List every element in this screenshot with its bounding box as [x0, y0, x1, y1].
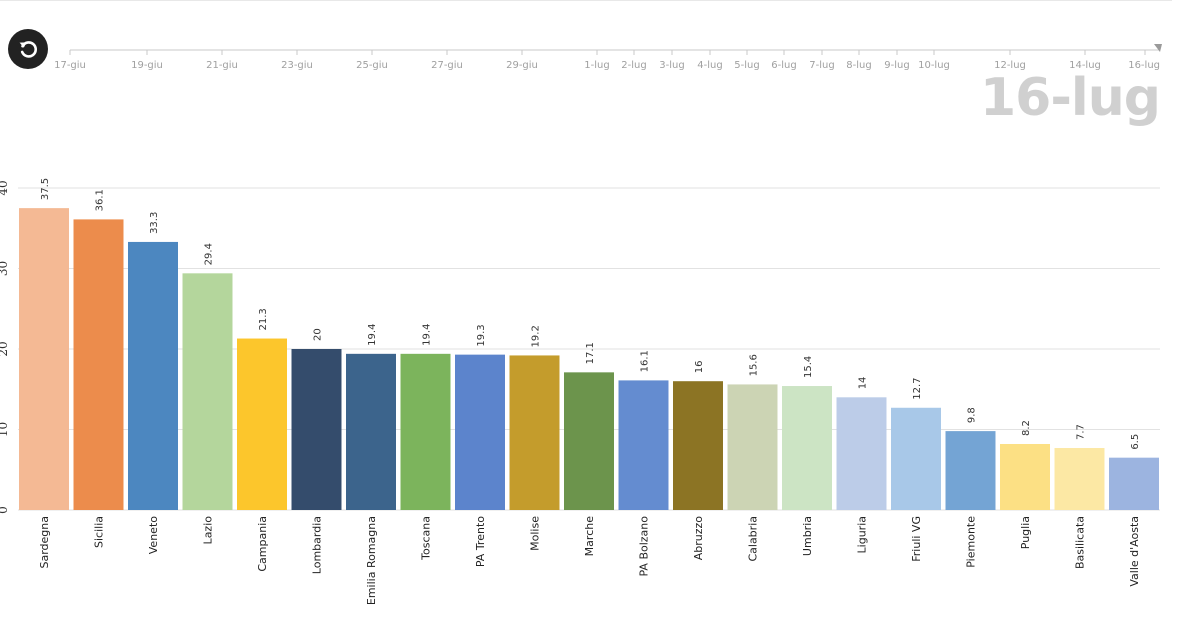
bar-value-label: 33.3 — [149, 212, 160, 234]
bar[interactable] — [509, 355, 560, 510]
bar[interactable] — [782, 386, 832, 510]
y-tick-label: 10 — [0, 422, 10, 437]
bar-value-label: 9.8 — [967, 407, 978, 423]
bar[interactable] — [346, 353, 396, 510]
bar-value-label: 17.1 — [585, 342, 596, 364]
timeline-tick-label[interactable]: 29-giu — [506, 60, 538, 71]
bar[interactable] — [945, 431, 996, 510]
bar[interactable] — [727, 384, 778, 510]
category-label: Liguria — [856, 516, 869, 553]
category-label: PA Trento — [474, 516, 487, 567]
bar-value-label: 15.6 — [749, 354, 760, 376]
y-tick-label: 40 — [0, 180, 10, 195]
category-label: Sicilia — [93, 516, 106, 548]
bar-value-label: 19.2 — [531, 325, 542, 347]
timeline-axis[interactable]: 17-giu 19-giu 21-giu 23-giu 25-giu 27-giu 29-g… — [0, 0, 1200, 80]
category-label: Toscana — [420, 516, 433, 561]
bar[interactable] — [237, 338, 287, 510]
category-label: Calabria — [747, 516, 760, 562]
bar-value-label: 29.4 — [204, 243, 215, 265]
timeline-tick-label[interactable]: 21-giu — [206, 60, 238, 71]
bar[interactable] — [618, 380, 669, 510]
bar-value-label: 7.7 — [1076, 424, 1087, 440]
y-tick-label: 20 — [0, 341, 10, 356]
bar[interactable] — [19, 208, 69, 510]
timeline-tick-label[interactable]: 1-lug — [584, 60, 609, 71]
bar[interactable] — [455, 354, 505, 510]
bar-value-label: 37.5 — [40, 178, 51, 200]
timeline-tick-label[interactable]: 10-lug — [918, 60, 950, 71]
category-label: Abruzzo — [692, 516, 705, 561]
bar[interactable] — [73, 219, 124, 510]
timeline-tick-label[interactable]: 25-giu — [356, 60, 388, 71]
bar[interactable] — [182, 273, 233, 510]
bar[interactable] — [891, 407, 941, 510]
timeline-tick-label[interactable]: 3-lug — [659, 60, 684, 71]
timeline-tick-label[interactable]: 5-lug — [734, 60, 759, 71]
bar[interactable] — [400, 353, 451, 510]
category-label: Puglia — [1019, 516, 1032, 549]
timeline-tick-label[interactable]: 4-lug — [697, 60, 722, 71]
y-tick-label: 0 — [0, 506, 10, 514]
bar[interactable] — [836, 397, 887, 510]
timeline-tick-label[interactable]: 8-lug — [846, 60, 871, 71]
category-label: Basilicata — [1074, 516, 1087, 569]
category-label: Veneto — [147, 516, 160, 554]
bar-value-label: 6.5 — [1130, 434, 1141, 450]
current-date-label: 16-lug — [979, 68, 1161, 128]
top-border — [0, 0, 1172, 1]
timeline-tick-label[interactable]: 19-giu — [131, 60, 163, 71]
bar-value-label: 19.4 — [422, 324, 433, 346]
timeline-tick-label[interactable]: 12-lug — [994, 60, 1026, 71]
category-label: Sardegna — [38, 516, 51, 569]
timeline-tick-label[interactable]: 16-lug — [1128, 60, 1160, 71]
bar[interactable] — [673, 381, 723, 510]
timeline-tick-label[interactable]: 14-lug — [1069, 60, 1101, 71]
category-label: Valle d'Aosta — [1128, 516, 1141, 587]
bar-value-label: 15.4 — [803, 356, 814, 378]
timeline-tick-label[interactable]: 23-giu — [281, 60, 313, 71]
timeline-tick-label[interactable]: 9-lug — [884, 60, 909, 71]
bar[interactable] — [291, 349, 342, 510]
replay-button[interactable] — [8, 29, 48, 69]
category-label: Campania — [256, 516, 269, 572]
bar[interactable] — [1109, 457, 1159, 510]
bar-value-label: 36.1 — [95, 189, 106, 211]
category-label: Piemonte — [965, 516, 978, 568]
bar-value-label: 19.4 — [367, 324, 378, 346]
category-label: Emilia Romagna — [365, 516, 378, 605]
bar-value-label: 14 — [858, 377, 869, 390]
bar-value-label: 16.1 — [640, 350, 651, 372]
bar-value-label: 8.2 — [1021, 420, 1032, 436]
category-label: Lombardia — [311, 516, 324, 574]
category-label: Umbria — [801, 516, 814, 556]
timeline-tick-label[interactable]: 27-giu — [431, 60, 463, 71]
bar-value-label: 12.7 — [912, 377, 923, 399]
timeline-handle[interactable] — [1154, 44, 1162, 52]
category-label: Friuli VG — [910, 516, 923, 562]
bar-value-label: 16 — [694, 360, 705, 373]
replay-icon — [19, 41, 37, 58]
bar[interactable] — [128, 241, 178, 510]
timeline-tick-label[interactable]: 7-lug — [809, 60, 834, 71]
bar-value-label: 21.3 — [258, 308, 269, 330]
bar-value-label: 20 — [313, 328, 324, 341]
bar[interactable] — [1000, 443, 1050, 510]
bar[interactable] — [564, 372, 614, 510]
category-label: Marche — [583, 516, 596, 557]
category-label: PA Bolzano — [638, 516, 651, 577]
category-label: Molise — [529, 516, 542, 551]
bar[interactable] — [1054, 448, 1105, 510]
bar-value-label: 19.3 — [476, 324, 487, 346]
timeline-tick-label[interactable]: 17-giu — [54, 60, 86, 71]
timeline-tick-label[interactable]: 2-lug — [621, 60, 646, 71]
timeline-tick-label[interactable]: 6-lug — [771, 60, 796, 71]
y-tick-label: 30 — [0, 261, 10, 276]
category-label: Lazio — [202, 516, 215, 545]
